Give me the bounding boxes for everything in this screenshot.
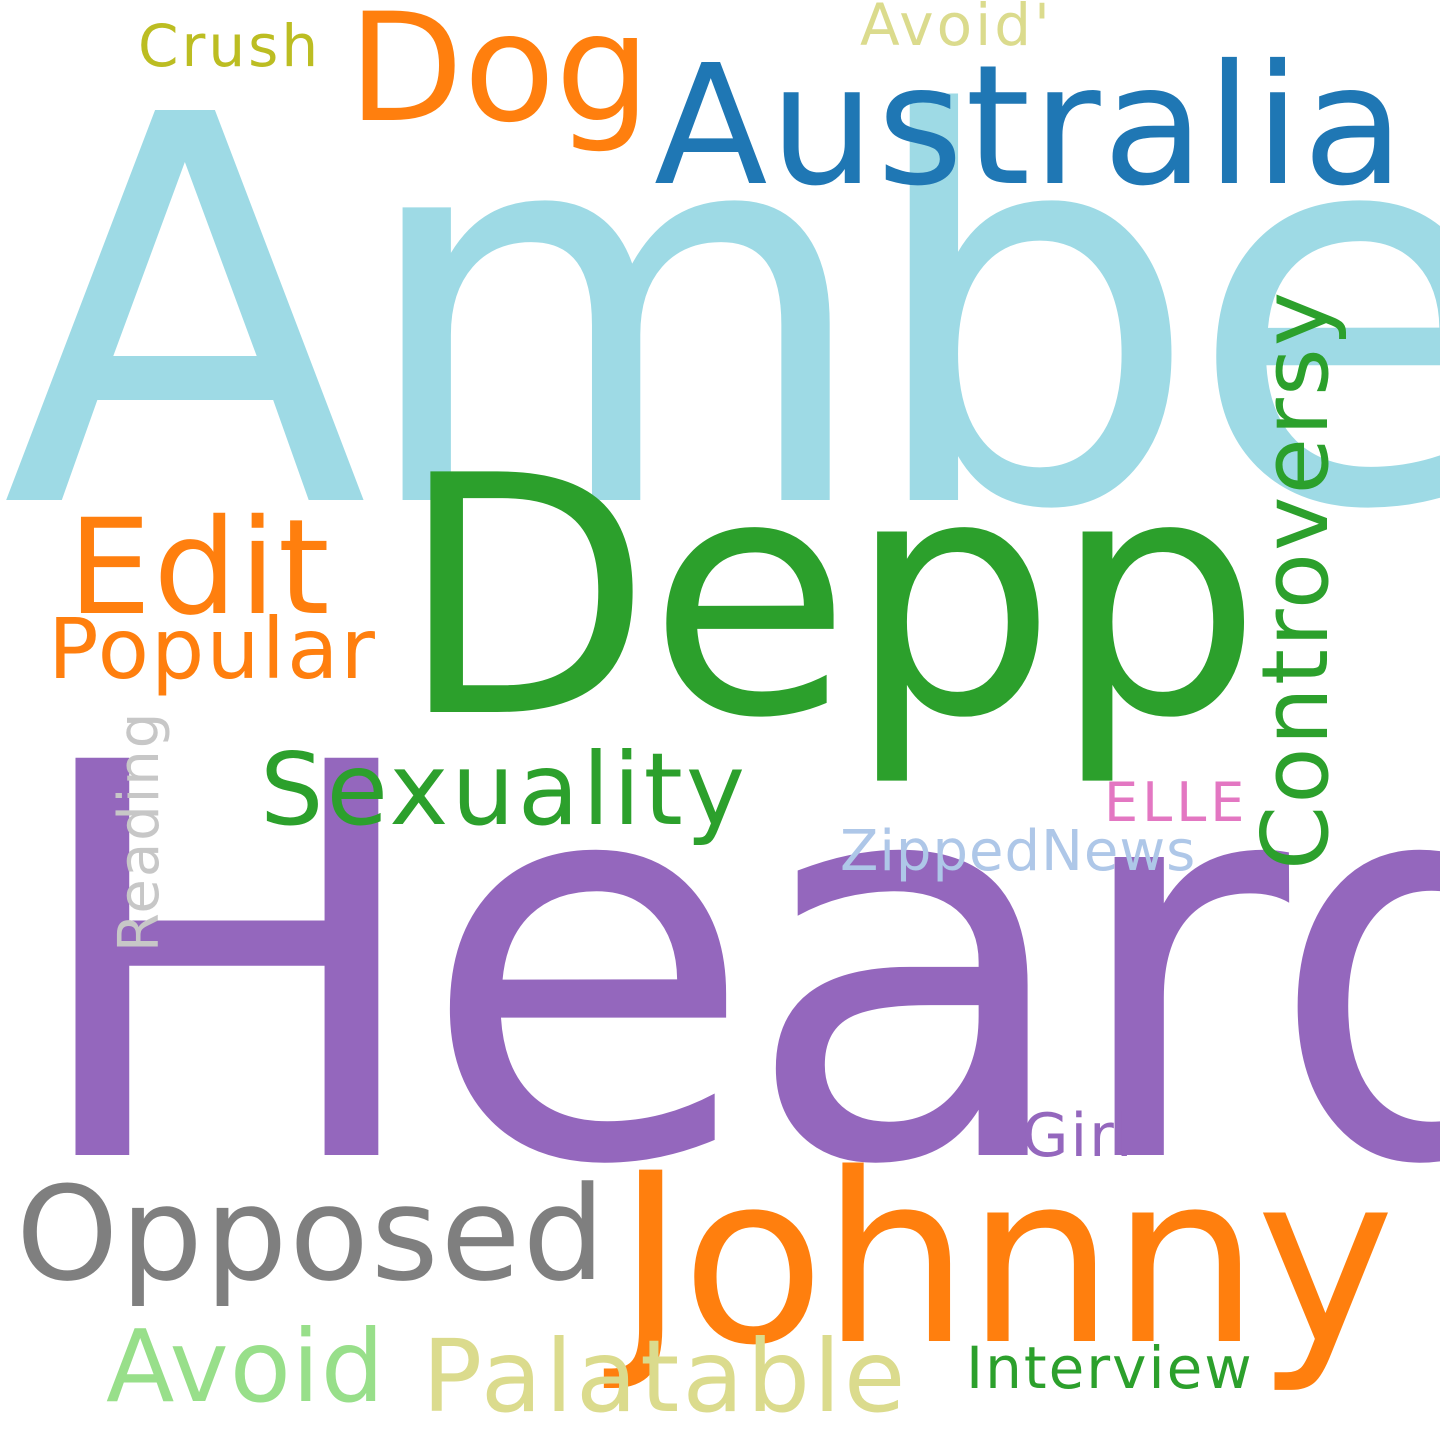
- word-popular: Popular: [48, 600, 377, 698]
- word-sexuality: Sexuality: [260, 731, 749, 848]
- word-depp: Depp: [398, 406, 1262, 790]
- word-elle: ELLE: [1104, 771, 1249, 834]
- word-reading: Reading: [107, 710, 172, 952]
- word-interview: Interview: [966, 1334, 1254, 1402]
- word-palatable: Palatable: [422, 1318, 909, 1435]
- word-crush: Crush: [138, 12, 322, 80]
- word-controversy: Controversy: [1242, 289, 1349, 870]
- word-heard: Heard: [22, 649, 1440, 1284]
- word-edit: Edit: [68, 491, 332, 645]
- word-girl: Girl: [1022, 1101, 1135, 1171]
- word-avoid: Avoid: [106, 1308, 386, 1425]
- word-dog: Dog: [348, 0, 651, 156]
- word-amber: Amber: [2, 4, 1440, 627]
- word-johnny: Johnny: [616, 1124, 1395, 1397]
- word-australia: Australia: [654, 30, 1407, 223]
- word-avoid-quote: Avoid': [860, 0, 1053, 59]
- word-opposed: Opposed: [16, 1158, 608, 1310]
- word-zippednews: ZippedNews: [840, 819, 1197, 884]
